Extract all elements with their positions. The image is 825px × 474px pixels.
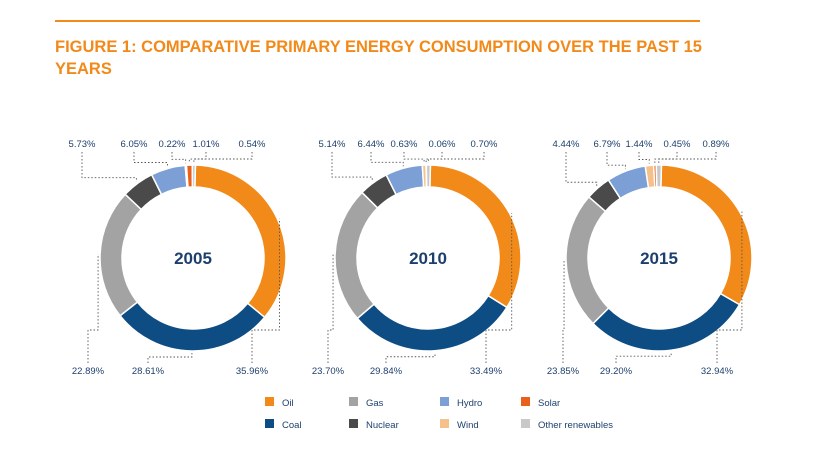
pct-label-wind: 0.22% bbox=[159, 139, 186, 150]
pct-label-solar: 0.06% bbox=[429, 139, 456, 150]
legend-swatch-hydro bbox=[440, 397, 449, 406]
slice-gas bbox=[334, 191, 379, 320]
donut-center-label: 2015 bbox=[640, 249, 678, 268]
pct-label-other-renewables: 0.89% bbox=[703, 139, 730, 150]
figure-title: FIGURE 1: COMPARATIVE PRIMARY ENERGY CON… bbox=[55, 38, 702, 78]
pct-label-oil: 33.49% bbox=[470, 366, 503, 377]
slice-oil bbox=[429, 164, 522, 309]
slice-coal bbox=[356, 294, 508, 352]
slice-other-renewables bbox=[425, 164, 432, 188]
leader-line bbox=[331, 152, 373, 182]
leader-line bbox=[485, 213, 513, 363]
legend-swatch-nuclear bbox=[349, 419, 358, 428]
legend-label-nuclear: Nuclear bbox=[366, 420, 399, 431]
pct-label-coal: 29.20% bbox=[600, 366, 633, 377]
pct-label-gas: 23.85% bbox=[547, 366, 580, 377]
legend-swatch-solar bbox=[521, 397, 530, 406]
title-rule bbox=[55, 20, 700, 22]
pct-label-solar: 1.01% bbox=[193, 139, 220, 150]
slice-coal bbox=[119, 301, 266, 352]
pct-label-solar: 0.45% bbox=[664, 139, 691, 150]
pct-label-gas: 23.70% bbox=[312, 366, 345, 377]
donut-center-label: 2005 bbox=[174, 249, 212, 268]
pct-label-hydro: 6.44% bbox=[358, 139, 385, 150]
leader-line bbox=[562, 261, 565, 363]
pct-label-nuclear: 4.44% bbox=[553, 139, 580, 150]
leader-line bbox=[193, 152, 253, 164]
pct-label-other-renewables: 0.70% bbox=[471, 139, 498, 150]
slice-gas bbox=[565, 195, 610, 325]
donut-2005: 2005 35.96% 28.61% 22.89% 5.73% 6.05% 0.22% 1.0… bbox=[69, 139, 287, 377]
pct-label-oil: 32.94% bbox=[701, 366, 734, 377]
leader-line bbox=[427, 152, 485, 164]
leader-line bbox=[147, 352, 193, 363]
pct-label-wind: 0.63% bbox=[391, 139, 418, 150]
pct-label-gas: 22.89% bbox=[72, 366, 105, 377]
legend-swatch-gas bbox=[349, 397, 358, 406]
slice-gas bbox=[99, 193, 143, 317]
slice-coal bbox=[591, 292, 741, 352]
leader-line bbox=[654, 152, 678, 164]
legend-label-solar: Solar bbox=[538, 398, 560, 409]
pct-label-nuclear: 5.73% bbox=[69, 139, 96, 150]
pct-label-wind: 1.44% bbox=[626, 139, 653, 150]
slice-other-renewables bbox=[655, 164, 663, 188]
leader-line bbox=[638, 152, 650, 164]
slice-other-renewables bbox=[191, 164, 197, 188]
pct-label-hydro: 6.79% bbox=[594, 139, 621, 150]
leader-line bbox=[171, 152, 187, 164]
pct-label-nuclear: 5.14% bbox=[319, 139, 346, 150]
legend-swatch-oil bbox=[265, 397, 274, 406]
donut-2015: 2015 32.94% 29.20% 23.85% 4.44% 6.79% 1.44% 0.4… bbox=[547, 139, 753, 377]
leader-line bbox=[81, 152, 137, 182]
legend-label-gas: Gas bbox=[366, 398, 384, 409]
pct-label-coal: 29.84% bbox=[370, 366, 403, 377]
leader-line bbox=[188, 152, 207, 164]
legend-swatch-wind bbox=[440, 419, 449, 428]
legend-swatch-coal bbox=[265, 419, 274, 428]
pct-label-coal: 28.61% bbox=[132, 366, 165, 377]
pct-label-oil: 35.96% bbox=[236, 366, 269, 377]
leader-line bbox=[615, 352, 672, 363]
legend-swatch-other-renewables bbox=[521, 419, 530, 428]
leader-line bbox=[87, 253, 99, 363]
legend: Oil Gas Hydro Solar Coal Nuclear Wind Other ren… bbox=[265, 397, 613, 431]
donut-center-label: 2010 bbox=[409, 249, 447, 268]
slice-oil bbox=[660, 164, 753, 306]
donut-2010: 2010 33.49% 29.84% 23.70% 5.14% 6.44% 0.63% 0.0… bbox=[312, 139, 522, 377]
leader-line bbox=[658, 152, 717, 163]
leader-line bbox=[425, 152, 443, 164]
leader-line bbox=[133, 152, 168, 167]
pct-label-other-renewables: 0.54% bbox=[239, 139, 266, 150]
leader-line bbox=[403, 152, 425, 164]
leader-line bbox=[565, 152, 598, 187]
legend-label-wind: Wind bbox=[457, 420, 479, 431]
legend-label-coal: Coal bbox=[282, 420, 302, 431]
leader-line bbox=[385, 352, 436, 363]
legend-label-oil: Oil bbox=[282, 398, 294, 409]
leader-line bbox=[327, 254, 334, 363]
slice-oil bbox=[194, 164, 287, 319]
pct-label-hydro: 6.05% bbox=[121, 139, 148, 150]
leader-line bbox=[251, 218, 280, 363]
leader-line bbox=[370, 152, 404, 167]
legend-label-other-renewables: Other renewables bbox=[538, 420, 613, 431]
slice-solar bbox=[185, 164, 194, 188]
leader-line bbox=[606, 152, 626, 170]
legend-label-hydro: Hydro bbox=[457, 398, 482, 409]
